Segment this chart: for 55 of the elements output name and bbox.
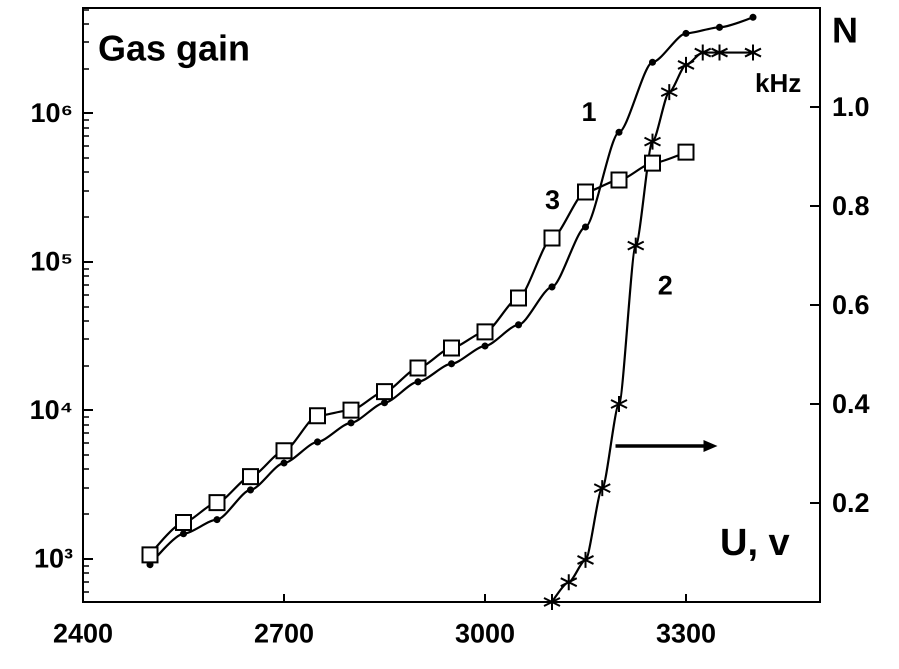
- point: [448, 360, 455, 368]
- point: [476, 323, 494, 340]
- point: [610, 172, 628, 189]
- point: [180, 530, 187, 538]
- point: [342, 402, 360, 419]
- point: [414, 378, 422, 386]
- y2-tick-label: 0.2: [832, 488, 870, 518]
- series-label: 2: [658, 270, 673, 301]
- x-tick-label: 3000: [454, 618, 516, 648]
- point: [577, 184, 594, 201]
- y2-tick-label: 0.4: [832, 389, 870, 419]
- x-tick-label: 2700: [254, 618, 314, 648]
- y-tick-label: 10⁴: [30, 395, 73, 426]
- point: [208, 494, 226, 512]
- y-tick-label: 10⁵: [30, 246, 73, 277]
- point: [314, 438, 321, 446]
- point: [582, 223, 589, 230]
- x-tick-label: 3300: [656, 618, 716, 648]
- y2-tick-label: 0.8: [832, 191, 870, 221]
- point: [515, 321, 522, 328]
- point: [175, 514, 192, 531]
- point: [616, 128, 622, 136]
- y-tick-label: 10⁶: [30, 98, 73, 128]
- point: [348, 419, 354, 426]
- point: [276, 442, 292, 460]
- y2-axis-title: N: [832, 10, 858, 50]
- x-axis-title: U, v: [720, 522, 790, 564]
- point: [716, 24, 723, 31]
- point: [247, 486, 254, 494]
- point: [678, 144, 694, 161]
- series-label: 3: [544, 185, 560, 216]
- point: [376, 383, 393, 400]
- series-label: 1: [581, 97, 596, 128]
- point: [482, 342, 488, 350]
- annotation: kHz: [755, 68, 802, 98]
- point: [644, 154, 661, 172]
- point: [682, 30, 690, 37]
- y2-tick-label: 0.6: [832, 290, 870, 320]
- point: [750, 14, 756, 21]
- y-tick-label: 10³: [34, 544, 73, 574]
- y-axis-title: Gas gain: [98, 28, 250, 68]
- point: [548, 283, 556, 290]
- point: [142, 546, 158, 564]
- point: [280, 460, 288, 467]
- y2-tick-label: 1.0: [832, 92, 870, 122]
- point: [649, 58, 656, 66]
- point: [381, 399, 388, 406]
- point: [214, 516, 220, 524]
- point: [510, 289, 527, 306]
- point: [443, 339, 460, 356]
- point: [242, 468, 259, 486]
- point: [410, 360, 426, 377]
- x-tick-label: 2400: [52, 618, 114, 648]
- point: [309, 407, 326, 424]
- point: [544, 230, 560, 247]
